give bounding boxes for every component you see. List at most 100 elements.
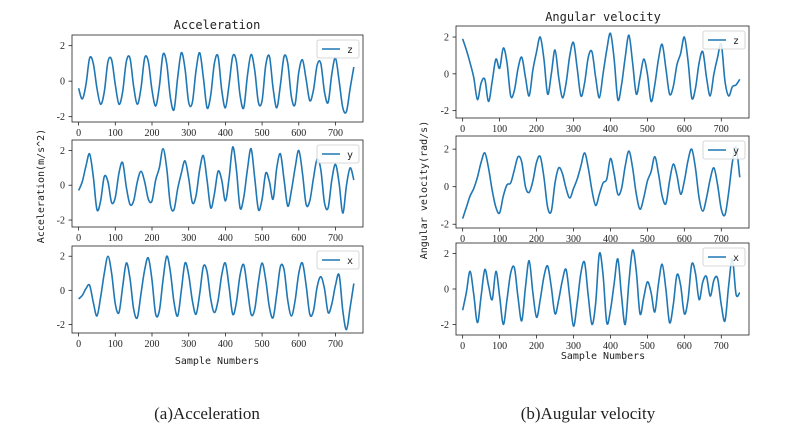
series-line-y <box>77 146 355 214</box>
legend-label: z <box>347 45 353 56</box>
angular-velocity-x-panel: -2 0 2 0 100 200 300 400 500 600 700 x <box>441 242 750 352</box>
angular-velocity-z-panel: -2 0 2 0 100 200 300 400 500 600 700 z <box>441 25 750 135</box>
x-tick-label: 200 <box>144 233 159 244</box>
y-tick-label: -2 <box>441 220 449 231</box>
x-tick-label: 0 <box>460 234 465 245</box>
x-tick-label: 100 <box>108 128 123 139</box>
x-tick-label: 400 <box>218 233 233 244</box>
x-tick-label: 200 <box>144 339 159 350</box>
x-tick-label: 0 <box>76 233 81 244</box>
legend-label: y <box>347 150 353 161</box>
y-tick-label: 0 <box>444 182 449 193</box>
acceleration-caption: (a)Acceleration <box>154 404 260 423</box>
x-tick-label: 400 <box>218 339 233 350</box>
x-tick-label: 0 <box>460 341 465 352</box>
y-tick-label: 2 <box>444 249 449 260</box>
x-tick-label: 100 <box>492 341 507 352</box>
y-tick-label: 0 <box>60 181 65 192</box>
x-tick-label: 600 <box>291 128 306 139</box>
x-tick-label: 700 <box>714 124 729 135</box>
y-tick-label: 2 <box>444 145 449 156</box>
x-tick-label: 600 <box>291 233 306 244</box>
x-tick-label: 400 <box>603 341 618 352</box>
acceleration-ylabel: Acceleration(m/s^2) <box>36 129 47 243</box>
x-tick-label: 500 <box>640 124 655 135</box>
legend-label: z <box>733 36 739 47</box>
acceleration-figure: Acceleration Acceleration(m/s^2) Sample … <box>36 18 364 423</box>
angular-velocity-ylabel: Angular velocity(rad/s) <box>419 121 430 259</box>
y-tick-label: 0 <box>444 285 449 296</box>
x-tick-label: 300 <box>181 233 196 244</box>
acceleration-xlabel: Sample Numbers <box>175 356 259 367</box>
x-tick-label: 500 <box>255 233 270 244</box>
x-tick-label: 200 <box>144 128 159 139</box>
x-tick-label: 0 <box>76 128 81 139</box>
legend-label: x <box>347 256 353 267</box>
axes-frame <box>455 135 750 229</box>
y-tick-label: -2 <box>57 320 65 331</box>
x-tick-label: 100 <box>492 234 507 245</box>
x-tick-label: 600 <box>291 339 306 350</box>
x-tick-label: 300 <box>566 124 581 135</box>
x-tick-label: 100 <box>108 339 123 350</box>
y-tick-label: 0 <box>444 69 449 80</box>
x-tick-label: 700 <box>714 341 729 352</box>
x-tick-label: 700 <box>328 339 343 350</box>
x-tick-label: 500 <box>255 339 270 350</box>
acceleration-y-panel: -2 0 2 0 100 200 300 400 500 600 700 y <box>57 139 364 244</box>
x-tick-label: 300 <box>566 341 581 352</box>
acceleration-x-panel: -2 0 2 0 100 200 300 400 500 600 700 x <box>57 245 364 350</box>
x-tick-label: 400 <box>603 234 618 245</box>
y-tick-label: -2 <box>441 106 449 117</box>
angular-velocity-xlabel: Sample Numbers <box>561 351 645 362</box>
x-tick-label: 100 <box>108 233 123 244</box>
x-tick-label: 200 <box>529 341 544 352</box>
axes-frame <box>71 34 364 123</box>
x-tick-label: 100 <box>492 124 507 135</box>
axes-frame <box>455 25 750 119</box>
y-tick-label: 0 <box>60 77 65 88</box>
angular-velocity-title: Angular velocity <box>545 10 661 24</box>
y-tick-label: 2 <box>444 33 449 44</box>
x-tick-label: 300 <box>181 128 196 139</box>
y-tick-label: -2 <box>57 216 65 227</box>
x-tick-label: 0 <box>460 124 465 135</box>
y-tick-label: 2 <box>60 146 65 157</box>
x-tick-label: 600 <box>677 234 692 245</box>
x-tick-label: 700 <box>328 233 343 244</box>
x-tick-label: 600 <box>677 124 692 135</box>
x-tick-label: 400 <box>603 124 618 135</box>
legend-label: x <box>733 253 739 264</box>
x-tick-label: 400 <box>218 128 233 139</box>
series-line-z <box>461 32 741 103</box>
x-tick-label: 0 <box>76 339 81 350</box>
legend-label: y <box>733 146 739 157</box>
x-tick-label: 700 <box>328 128 343 139</box>
angular-velocity-caption: (b)Augular velocity <box>521 404 656 423</box>
series-line-z <box>77 51 355 114</box>
series-line-x <box>461 249 741 327</box>
axes-frame <box>71 245 364 334</box>
y-tick-label: -2 <box>57 112 65 123</box>
y-tick-label: 2 <box>60 41 65 52</box>
x-tick-label: 500 <box>640 234 655 245</box>
x-tick-label: 300 <box>566 234 581 245</box>
acceleration-title: Acceleration <box>174 18 261 32</box>
acceleration-z-panel: -2 0 2 0 100 200 300 400 500 600 700 z <box>57 34 364 139</box>
x-tick-label: 300 <box>181 339 196 350</box>
x-tick-label: 500 <box>255 128 270 139</box>
axes-frame <box>71 139 364 228</box>
y-tick-label: -2 <box>441 320 449 331</box>
angular-velocity-figure: Angular velocity Angular velocity(rad/s)… <box>419 10 750 423</box>
series-line-y <box>461 146 741 219</box>
x-tick-label: 700 <box>714 234 729 245</box>
x-tick-label: 500 <box>640 341 655 352</box>
x-tick-label: 200 <box>529 124 544 135</box>
series-line-x <box>78 255 355 331</box>
x-tick-label: 200 <box>529 234 544 245</box>
y-tick-label: 0 <box>60 286 65 297</box>
x-tick-label: 600 <box>677 341 692 352</box>
y-tick-label: 2 <box>60 252 65 263</box>
angular-velocity-y-panel: -2 0 2 0 100 200 300 400 500 600 700 y <box>441 135 750 245</box>
